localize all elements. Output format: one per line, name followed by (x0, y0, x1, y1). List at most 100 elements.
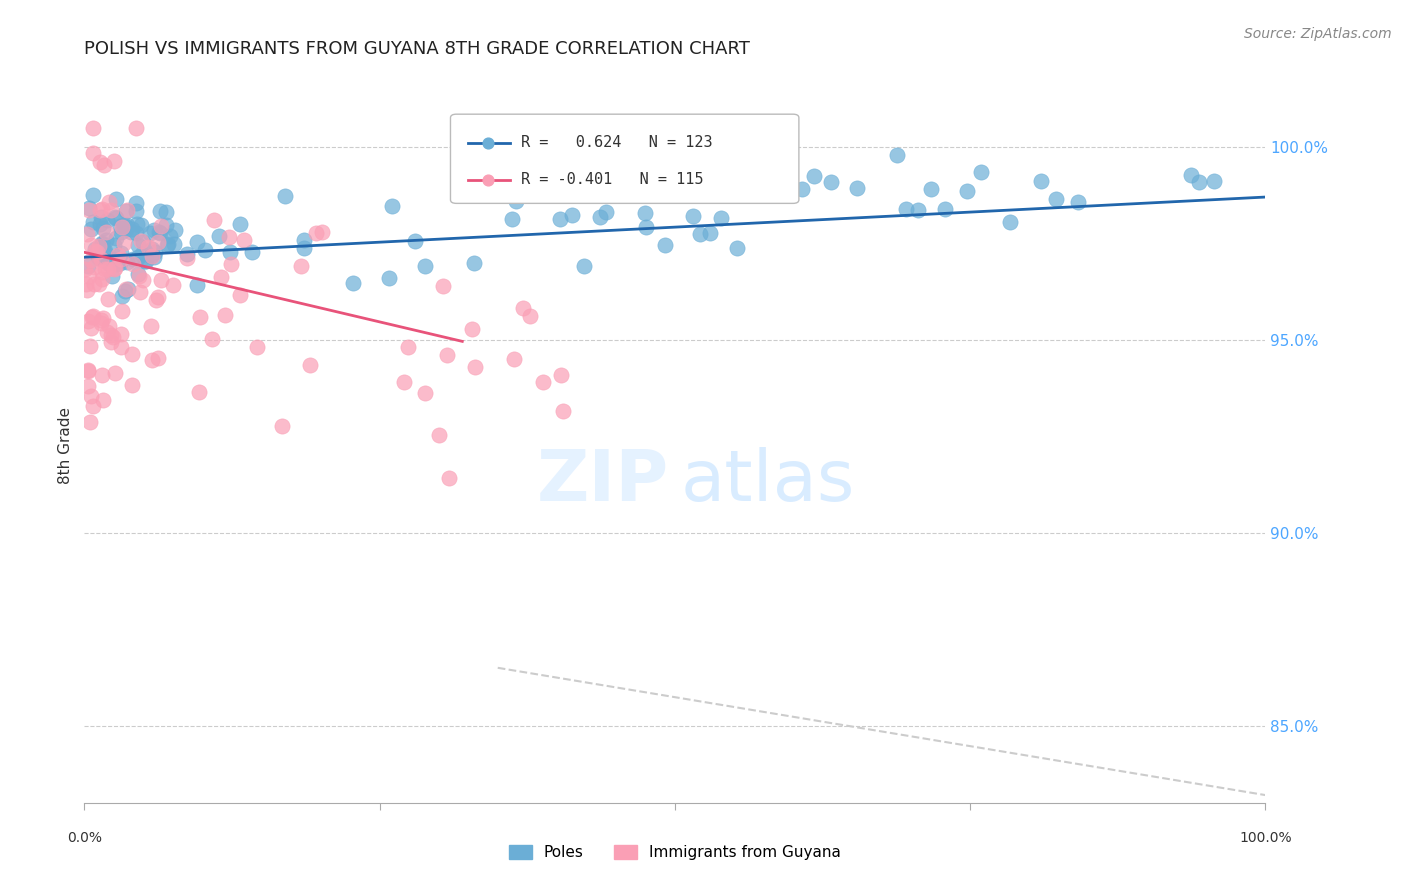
Point (97, 195, 120, 210)
Point (121, 346, 143, 360)
Point (294, 241, 316, 255)
Point (84, 244, 107, 258)
Point (90, 313, 112, 327)
Point (503, 351, 526, 366)
Point (141, 318, 163, 333)
Point (437, 471, 460, 485)
Point (228, 218, 250, 232)
Point (111, 303, 134, 318)
Point (176, 246, 198, 260)
Point (219, 245, 242, 260)
Point (93, 244, 115, 258)
Point (83, 277, 105, 291)
Point (100, 335, 122, 350)
Point (97, 256, 120, 270)
Point (91, 265, 114, 279)
Point (110, 252, 132, 266)
Point (110, 326, 132, 341)
Text: POLISH VS IMMIGRANTS FROM GUYANA 8TH GRADE CORRELATION CHART: POLISH VS IMMIGRANTS FROM GUYANA 8TH GRA… (84, 40, 751, 58)
Point (80, 389, 103, 403)
Point (91, 311, 114, 326)
Point (105, 257, 128, 271)
Point (121, 222, 143, 236)
Text: 0.0%: 0.0% (67, 831, 101, 846)
Point (208, 228, 231, 243)
Point (125, 204, 148, 219)
Point (111, 289, 134, 303)
Point (290, 259, 312, 273)
Point (436, 348, 458, 362)
Point (229, 287, 252, 301)
Point (82, 120, 104, 135)
Point (82, 400, 104, 414)
Point (87, 238, 110, 252)
Point (654, 238, 676, 252)
Point (125, 226, 148, 240)
Point (218, 230, 240, 244)
Point (162, 278, 184, 293)
Point (135, 253, 157, 268)
Text: Source: ZipAtlas.com: Source: ZipAtlas.com (1244, 27, 1392, 41)
Point (1029, 173, 1052, 187)
Point (505, 194, 527, 208)
Point (90, 252, 112, 267)
Point (246, 340, 269, 354)
Point (82, 145, 104, 160)
Point (155, 238, 177, 252)
Point (143, 223, 166, 237)
Point (270, 419, 292, 434)
Point (201, 332, 224, 346)
Point (103, 261, 125, 276)
Point (148, 226, 170, 240)
Point (91, 368, 114, 382)
Point (1188, 175, 1211, 189)
Point (86, 244, 108, 259)
Point (699, 227, 721, 241)
Point (233, 233, 256, 247)
Text: 100.0%: 100.0% (1239, 831, 1292, 846)
Point (415, 259, 437, 273)
Point (110, 225, 132, 239)
Point (894, 202, 917, 217)
Point (90, 236, 112, 251)
Point (80, 321, 103, 335)
Point (110, 246, 132, 260)
Point (100, 202, 122, 217)
Point (75, 277, 97, 291)
Point (710, 211, 733, 226)
Point (82, 215, 104, 229)
Point (342, 276, 364, 290)
Point (120, 225, 142, 239)
Point (396, 340, 419, 354)
Point (80, 222, 103, 236)
Point (214, 308, 236, 322)
Point (104, 211, 127, 226)
Point (392, 376, 415, 390)
Point (127, 238, 149, 252)
Point (89, 155, 111, 169)
Point (139, 226, 162, 240)
Point (561, 208, 583, 222)
Point (682, 210, 704, 224)
Point (186, 235, 208, 249)
Text: ZIP: ZIP (537, 447, 669, 516)
Point (146, 235, 169, 250)
Point (720, 168, 742, 182)
Point (77, 364, 100, 378)
Point (115, 202, 138, 217)
Point (115, 204, 138, 219)
Point (115, 219, 138, 233)
Point (79, 268, 101, 283)
Point (112, 218, 135, 232)
Point (90, 316, 112, 330)
Point (460, 322, 482, 336)
Point (136, 240, 159, 254)
Point (93, 159, 115, 173)
Point (121, 257, 143, 271)
Point (432, 279, 454, 293)
Point (94, 233, 117, 247)
Point (83, 260, 105, 274)
Point (114, 222, 136, 236)
Text: atlas: atlas (681, 447, 855, 516)
Point (128, 268, 150, 283)
